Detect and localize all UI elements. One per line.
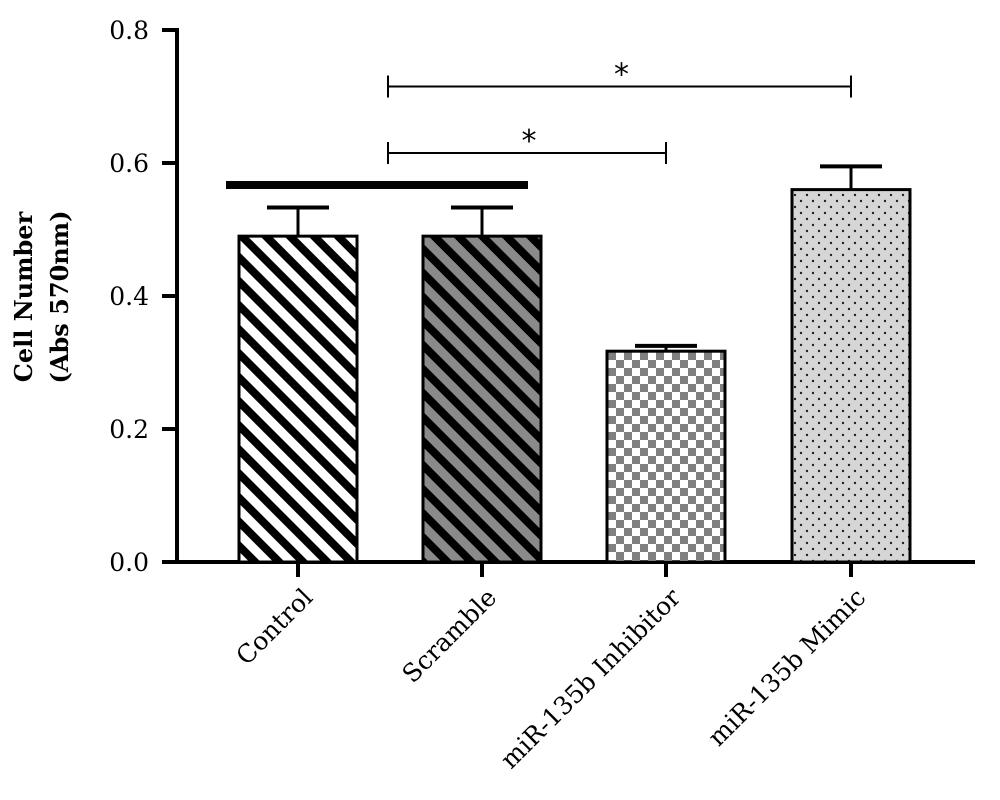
bar-control (237, 234, 359, 564)
significance-star: * (522, 124, 537, 159)
y-axis: 0.0 0.2 0.4 0.6 0.8 (109, 16, 179, 577)
x-category-label: Control (230, 583, 318, 671)
x-category-label: miR-135b Inhibitor (495, 583, 686, 774)
x-category-label: miR-135b Mimic (702, 583, 871, 752)
y-tick-label: 0.8 (109, 16, 149, 45)
y-tick-label: 0.4 (109, 282, 149, 311)
bar-scramble (421, 234, 543, 564)
significance-annotations: ** (226, 58, 852, 189)
y-tick-label: 0.0 (109, 548, 149, 577)
y-axis-title: Cell Number (Abs 570nm) (9, 211, 74, 384)
y-axis-title-line2: (Abs 570nm) (45, 211, 74, 384)
y-tick-label: 0.6 (109, 149, 149, 178)
significance-star: * (614, 58, 629, 93)
y-tick-label: 0.2 (109, 415, 149, 444)
x-category-label: Scramble (397, 583, 503, 689)
y-axis-title-line1: Cell Number (9, 211, 38, 382)
bars (237, 164, 912, 564)
bar-mir-135b-inhibitor (605, 349, 727, 564)
bar-mir-135b-mimic (790, 188, 912, 564)
